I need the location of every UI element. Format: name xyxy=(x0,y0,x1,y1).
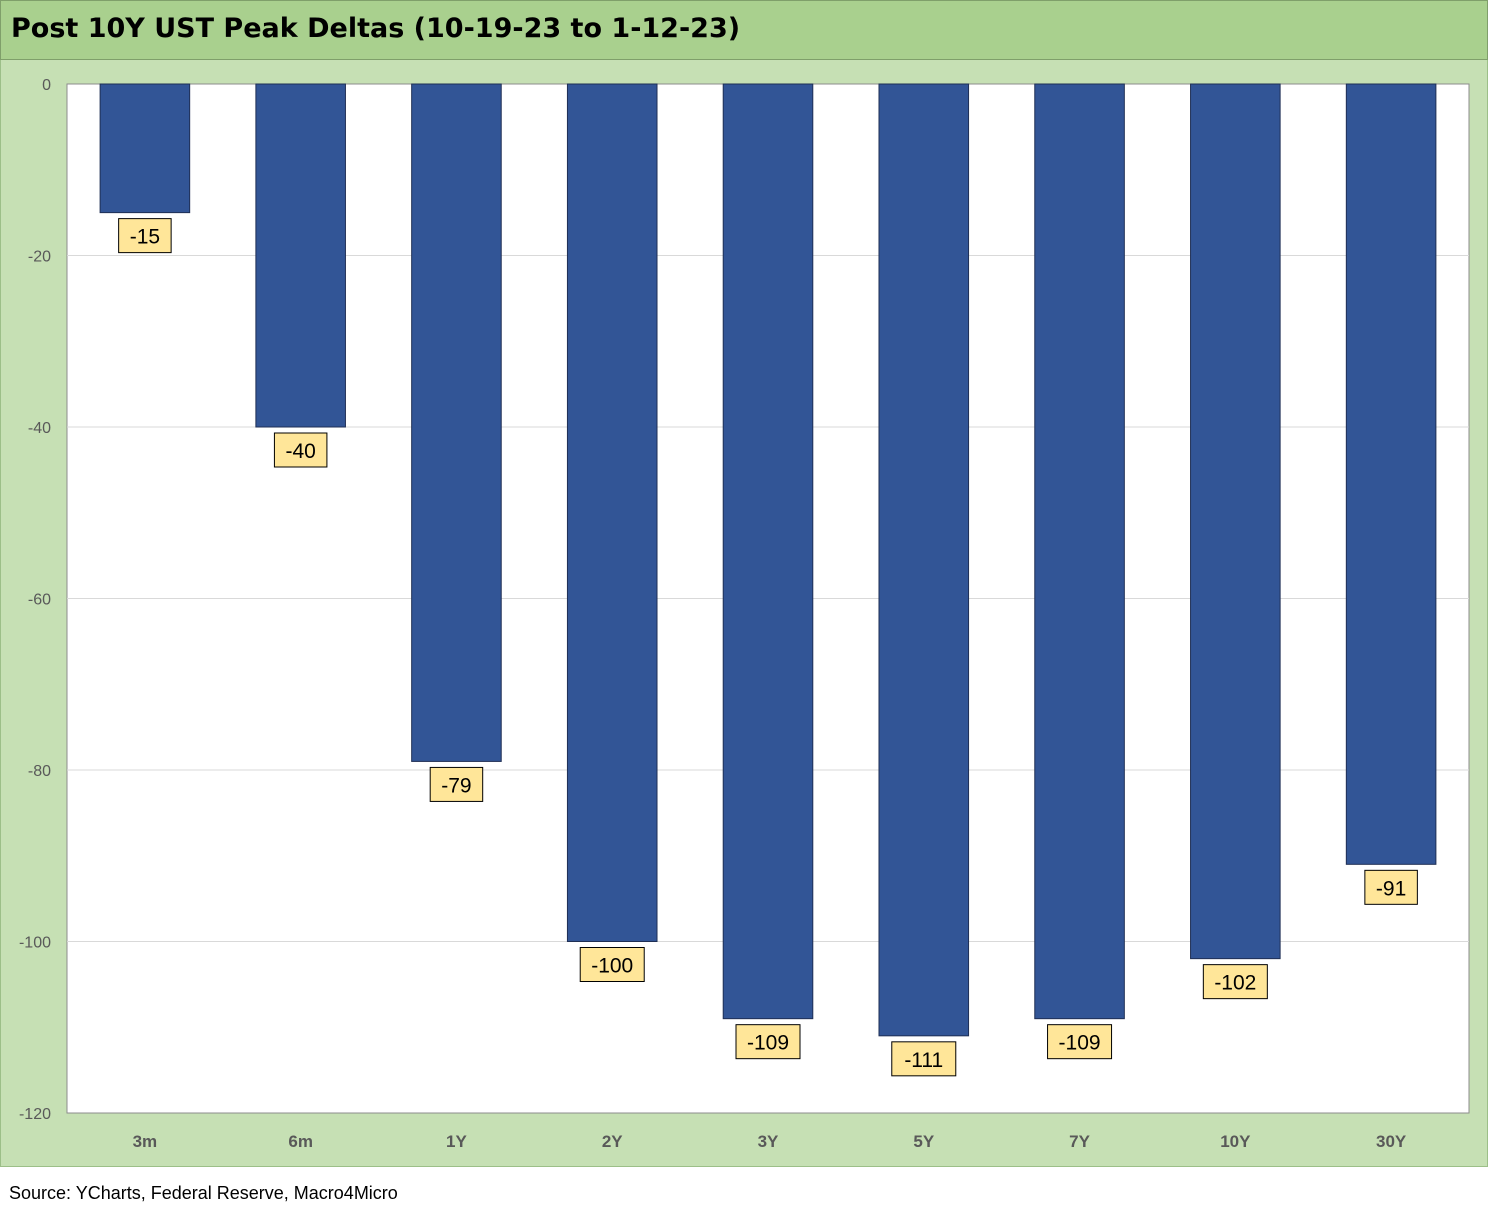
data-label-box xyxy=(429,766,484,802)
data-label: -40 xyxy=(285,440,315,463)
bar-5y xyxy=(878,83,970,1037)
data-label: -109 xyxy=(747,1032,789,1055)
y-tick-label: -80 xyxy=(28,763,51,780)
data-label: -111 xyxy=(904,1049,943,1072)
data-label-box xyxy=(118,218,172,254)
chart-panel: 0 -20 -40 -60 -80 -100 -120 -15 3m -40 6m -79 1Y -100… xyxy=(0,60,1488,1167)
y-tick-label: -60 xyxy=(28,592,51,609)
data-label-box xyxy=(891,1041,957,1077)
data-label: -102 xyxy=(1214,972,1256,995)
bar-3m xyxy=(99,83,191,214)
x-tick-label: 7Y xyxy=(1069,1132,1090,1151)
chart-title: Post 10Y UST Peak Deltas (10-19-23 to 1-… xyxy=(11,13,741,44)
y-tick-label: -40 xyxy=(28,420,51,437)
y-tick-label: -20 xyxy=(28,249,51,266)
x-tick-label: 10Y xyxy=(1220,1132,1251,1151)
data-label-box xyxy=(273,432,328,468)
chart-title-bar: Post 10Y UST Peak Deltas (10-19-23 to 1-… xyxy=(0,0,1488,60)
bar-3y xyxy=(722,83,814,1020)
bar-6m xyxy=(255,83,346,428)
y-tick-label: 0 xyxy=(42,77,51,94)
data-label: -109 xyxy=(1059,1032,1101,1055)
data-label-box xyxy=(579,947,645,982)
bar-1y xyxy=(411,83,502,762)
data-label: -100 xyxy=(591,955,633,978)
x-tick-label: 3Y xyxy=(758,1132,779,1151)
x-tick-label: 5Y xyxy=(913,1132,934,1151)
bar-10y xyxy=(1190,83,1281,960)
data-label: -15 xyxy=(130,226,160,249)
y-tick-label: -100 xyxy=(19,935,51,952)
x-tick-label: 3m xyxy=(133,1132,158,1151)
bar-2y xyxy=(566,83,658,942)
data-label-box xyxy=(1047,1024,1113,1060)
data-label-box xyxy=(1202,964,1268,1000)
x-tick-label: 1Y xyxy=(446,1132,467,1151)
x-tick-label: 6m xyxy=(288,1132,313,1151)
x-tick-label: 30Y xyxy=(1376,1132,1407,1151)
data-label: -91 xyxy=(1376,877,1406,900)
x-tick-label: 2Y xyxy=(602,1132,623,1151)
y-tick-label: -120 xyxy=(19,1106,51,1123)
data-label-box xyxy=(1364,869,1418,905)
source-note: Source: YCharts, Federal Reserve, Macro4… xyxy=(9,1183,398,1203)
bar-30y xyxy=(1345,83,1437,865)
data-label: -79 xyxy=(441,774,471,797)
bar-chart: 0 -20 -40 -60 -80 -100 -120 -15 3m -40 6m -79 1Y -100… xyxy=(19,77,1470,1151)
bar-7y xyxy=(1034,83,1125,1020)
data-label-box xyxy=(735,1024,801,1060)
